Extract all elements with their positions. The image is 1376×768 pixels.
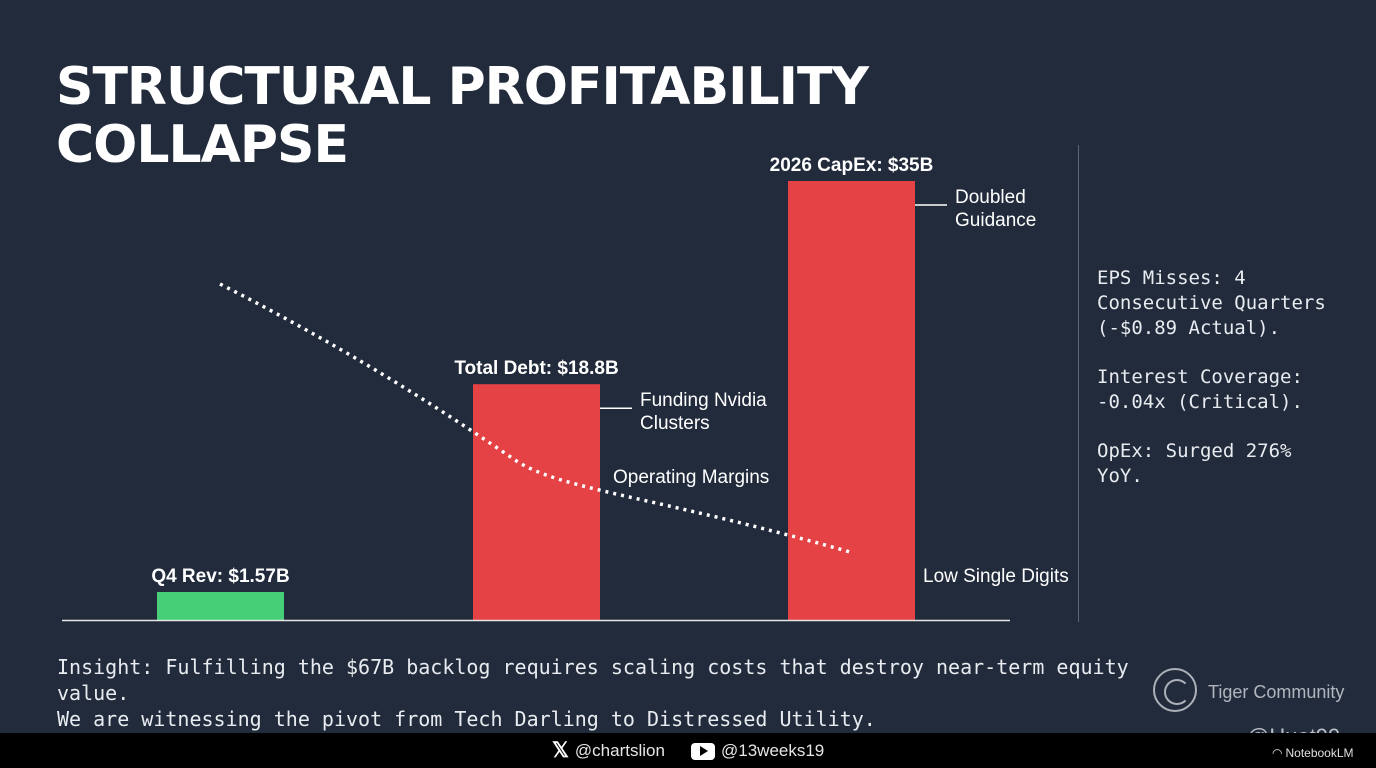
title-line-2: COLLAPSE	[56, 115, 349, 175]
operating-margin-line	[219, 282, 851, 554]
title-line-1: STRUCTURAL PROFITABILITY	[56, 57, 869, 117]
x-handle: @chartslion	[574, 741, 665, 760]
bar-2	[788, 181, 915, 620]
notebooklm-mark: ◠ NotebookLM	[1272, 746, 1354, 760]
footer-bar: 𝕏 @chartslion @13weeks19	[0, 733, 1376, 768]
callout-text-1-0: Doubled	[955, 187, 1026, 208]
tiger-logo-icon	[1153, 668, 1197, 712]
bar-0	[157, 592, 284, 620]
youtube-icon	[691, 742, 715, 760]
notebooklm-label: NotebookLM	[1285, 746, 1354, 760]
bar-label-1: Total Debt: $18.8B	[454, 358, 618, 379]
side-note-interest: Interest Coverage: -0.04x (Critical).	[1097, 366, 1303, 413]
x-logo-icon: 𝕏	[552, 739, 569, 762]
callout-text-0-0: Funding Nvidia	[640, 390, 767, 411]
side-notes: EPS Misses: 4 Consecutive Quarters (-$0.…	[1097, 266, 1367, 513]
insight-text: Insight: Fulfilling the $67B backlog req…	[57, 655, 1129, 731]
bar-label-2: 2026 CapEx: $35B	[770, 155, 934, 176]
footer-x-link[interactable]: 𝕏 @chartslion	[552, 739, 665, 762]
side-note-eps: EPS Misses: 4 Consecutive Quarters (-$0.…	[1097, 267, 1326, 339]
notebooklm-icon: ◠	[1272, 746, 1283, 760]
youtube-handle: @13weeks19	[721, 741, 825, 760]
watermark-brand: Tiger Community	[1208, 682, 1345, 702]
page-title: STRUCTURAL PROFITABILITY COLLAPSE	[56, 57, 869, 175]
trend-line-label: Operating Margins	[613, 467, 769, 488]
side-divider	[1078, 145, 1079, 622]
bar-chart: Q4 Rev: $1.57B Total Debt: $18.8B 2026 Cap…	[62, 155, 1069, 622]
bar-label-0: Q4 Rev: $1.57B	[151, 566, 289, 587]
callout-text-1-1: Guidance	[955, 210, 1036, 231]
bar-1	[473, 384, 600, 620]
side-note-opex: OpEx: Surged 276% YoY.	[1097, 440, 1292, 487]
callout-text-0-1: Clusters	[640, 413, 710, 434]
trend-end-label: Low Single Digits	[923, 566, 1069, 587]
footer-youtube-link[interactable]: @13weeks19	[691, 741, 824, 761]
